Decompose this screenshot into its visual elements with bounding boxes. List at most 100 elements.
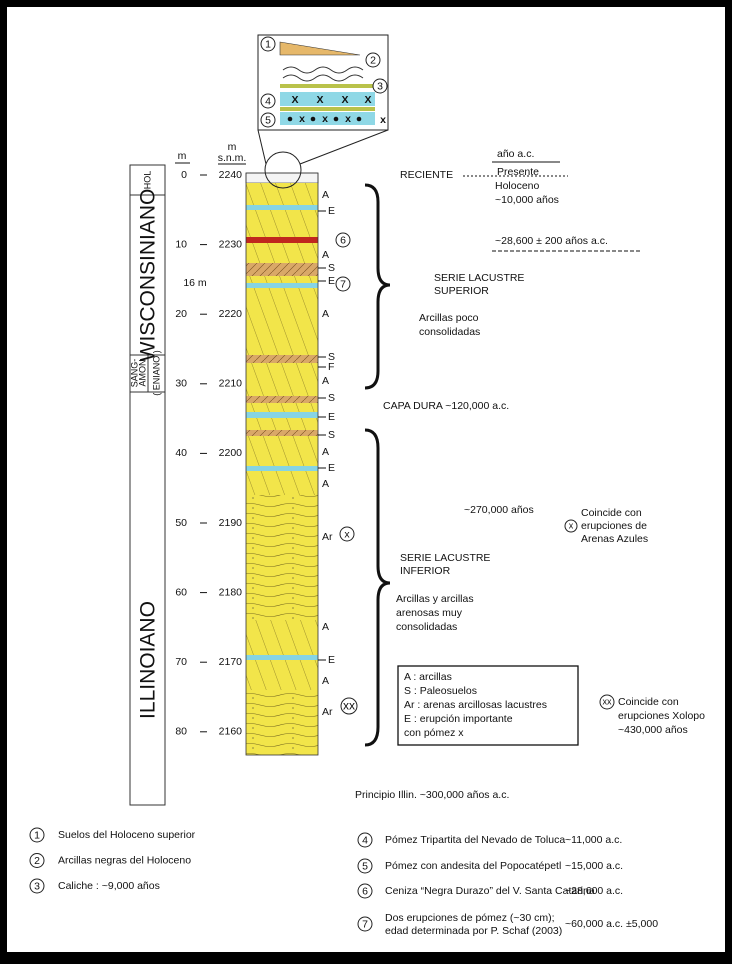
pumice-mark: X [316,94,323,106]
layer-label: E [328,275,335,287]
annotation: con pómez x [404,727,464,739]
layer-label: A [322,375,329,387]
annotation: erupciones de [581,520,647,532]
layer-label: E [328,654,335,666]
annotation: A : arcillas [404,671,452,683]
depth-unit: m [178,150,187,162]
dot [357,117,362,122]
diagram: HOL WISCONSINIANO SANG- AMON ( ENIANO ) … [0,0,732,959]
pumice-mark: x [345,113,351,125]
note-text: Pómez con andesita del Popocatépetl [385,860,561,872]
inset-marker: 5 [265,114,271,126]
pumice-mark: x [322,113,328,125]
layer-label: A [322,446,329,458]
inset-marker: 4 [265,95,271,107]
note-text: Suelos del Holoceno superior [58,829,196,841]
elevation-label: 2160 [219,726,243,738]
depth-label: 10 [175,238,187,250]
inset-marker: 3 [377,80,383,92]
annotation: Coincide con [581,507,642,519]
pumice-mark: x [299,113,305,125]
era-label: ( ENIANO ) [151,350,161,396]
layer-label: A [322,478,329,490]
elevation-label: 2220 [219,308,243,320]
annotation: ~430,000 años [618,724,688,736]
age-header: año a.c. [497,148,534,160]
layer-marker: xx [343,699,355,713]
annotation: S : Paleosuelos [404,685,477,697]
annotation: Ar : arenas arcillosas lacustres [404,699,547,711]
depth-label: 40 [175,447,187,459]
elevation-label: 2180 [219,586,243,598]
annotation: SUPERIOR [434,285,489,297]
annotation: ~10,000 años [495,194,559,206]
annotation: E : erupción importante [404,713,513,725]
thickness: 16 m [183,277,207,289]
elevation-label: 2210 [219,378,243,390]
layer-label: S [328,392,335,404]
marker: xx [603,696,613,706]
depth-label: 50 [175,517,187,529]
layer-label: A [322,308,329,320]
note-number: 6 [362,885,368,897]
elevation-label: 2200 [219,447,243,459]
dot [311,117,316,122]
depth-label: 20 [175,308,187,320]
elevation-label: 2230 [219,238,243,250]
era-label: ILLINOIANO [137,601,160,719]
note-date: ~11,000 a.c. [565,834,622,846]
layer-label: A [322,189,329,201]
note-date: ~28,600 a.c. [565,885,623,897]
dot [288,117,293,122]
note-text: edad determinada por P. Schaf (2003) [385,925,562,937]
elev-ref: s.n.m. [218,152,247,164]
layer-label: A [322,621,329,633]
dot [334,117,339,122]
strat-column [246,173,318,755]
canvas [7,7,725,952]
annotation: Principio Illin. ~300,000 años a.c. [355,789,509,801]
annotation: consolidadas [419,326,480,338]
pumice-mark: X [291,94,298,106]
marker: x [569,520,574,530]
layer-marker: 6 [340,234,346,246]
annotation: Arenas Azules [581,533,648,545]
note-text: Caliche : ~9,000 años [58,880,160,892]
inset-marker: 2 [370,54,376,66]
era-label: AMON [137,360,147,387]
elevation-label: 2240 [219,169,243,181]
inset-marker: 1 [265,38,271,50]
annotation: SERIE LACUSTRE [400,552,490,564]
pumice-mark: x [380,114,386,126]
depth-label: 70 [175,656,187,668]
pumice-mark: X [341,94,348,106]
elevation-label: 2170 [219,656,243,668]
layer-label: E [328,411,335,423]
layer-label: E [328,462,335,474]
layer-marker: 7 [340,278,346,290]
annotation: CAPA DURA ~120,000 a.c. [383,400,509,412]
layer-label: A [322,249,329,261]
note-number: 2 [34,855,40,867]
annotation: ~28,600 ± 200 años a.c. [495,235,608,247]
annotation: consolidadas [396,621,457,633]
elevation-label: 2190 [219,517,243,529]
note-text: Dos erupciones de pómez (~30 cm); [385,912,555,924]
annotation: erupciones Xolopo [618,710,705,722]
note-text: Pómez Tripartita del Nevado de Toluca [385,834,565,846]
depth-label: 80 [175,726,187,738]
layer-label: E [328,205,335,217]
depth-label: 0 [181,169,187,181]
layer-label: F [328,361,334,373]
annotation: arenosas muy [396,607,463,619]
layer-marker: x [344,528,350,540]
note-number: 3 [34,880,40,892]
annotation: Holoceno [495,180,540,192]
note-text: Ceniza “Negra Durazo” del V. Santa Catar… [385,885,595,897]
annotation: RECIENTE [400,169,453,181]
depth-label: 30 [175,378,187,390]
layer-label: A [322,675,329,687]
note-number: 7 [362,918,368,930]
annotation: INFERIOR [400,565,451,577]
annotation: Presente [497,166,539,178]
